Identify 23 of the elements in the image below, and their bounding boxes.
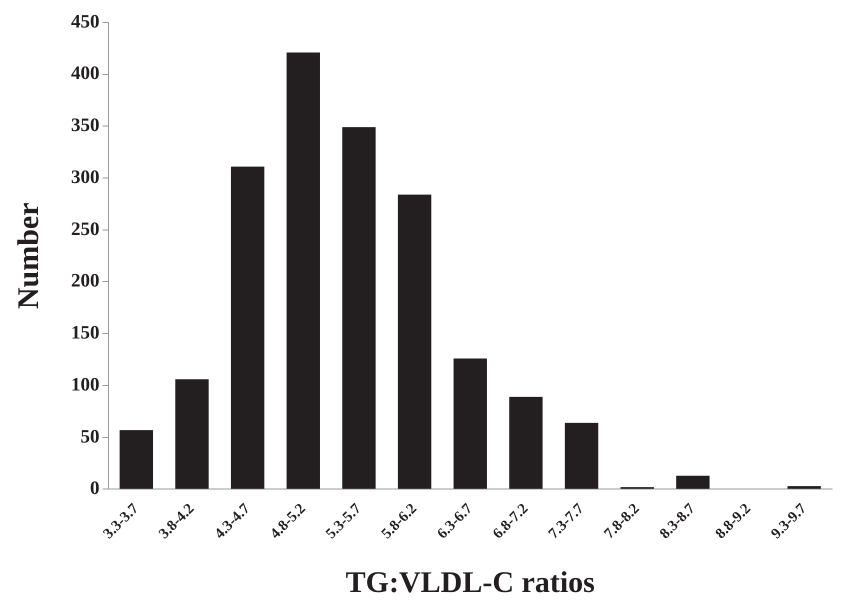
bar [286,52,320,489]
y-tick-label: 0 [90,478,100,500]
bar [230,166,264,489]
bar [509,396,543,489]
bar [398,194,432,489]
bar [454,358,487,489]
y-tick-label: 150 [71,322,100,344]
y-tick-label: 350 [71,115,100,136]
y-tick-label: 400 [71,63,100,84]
y-tick-label: 200 [71,270,100,292]
bar [342,127,376,489]
y-tick-label: 50 [80,426,100,448]
y-tick-label: 250 [71,218,100,240]
bar [564,422,598,489]
y-tick-label: 450 [71,11,100,32]
y-tick-label: 100 [71,374,100,396]
bar [120,430,154,489]
y-axis-title: Number [12,202,45,310]
bar [787,486,821,489]
bar [676,476,710,489]
bar [175,379,209,489]
y-tick-label: 300 [71,166,100,188]
x-axis-title: TG:VLDL-C ratios [346,566,595,599]
